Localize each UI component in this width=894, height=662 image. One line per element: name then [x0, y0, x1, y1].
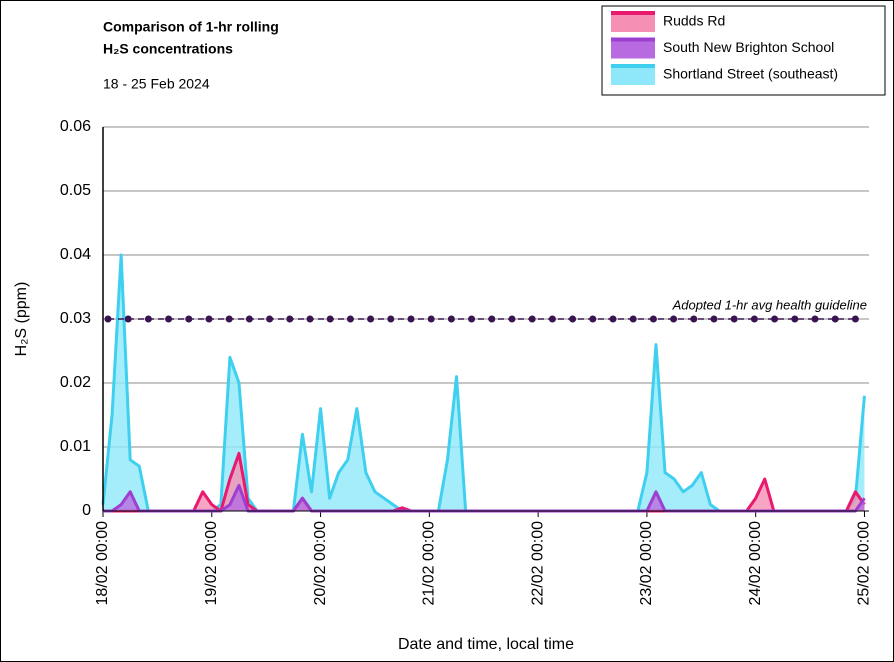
guideline-marker	[528, 315, 536, 323]
guideline-marker	[447, 315, 455, 323]
title-line: H₂S concentrations	[103, 41, 233, 57]
guideline-marker	[144, 315, 152, 323]
guideline-marker	[690, 315, 698, 323]
title-line: Comparison of 1-hr rolling	[103, 19, 279, 35]
guideline-marker	[367, 315, 375, 323]
x-tick-label: 21/02 00:00	[421, 521, 438, 606]
guideline-marker	[629, 315, 637, 323]
guideline-marker	[851, 315, 859, 323]
guideline-marker	[346, 315, 354, 323]
guideline-marker	[205, 315, 213, 323]
legend-swatch	[611, 65, 655, 85]
guideline-label: Adopted 1-hr avg health guideline	[672, 297, 867, 312]
legend-swatch	[611, 38, 655, 59]
guideline-marker	[811, 315, 819, 323]
y-tick-label: 0.04	[60, 246, 91, 263]
x-tick-label: 23/02 00:00	[638, 521, 655, 606]
x-tick-label: 20/02 00:00	[312, 521, 329, 606]
x-tick-label: 19/02 00:00	[203, 521, 220, 606]
guideline-marker	[710, 315, 718, 323]
guideline-marker	[104, 315, 112, 323]
guideline-marker	[589, 315, 597, 323]
y-tick-label: 0.06	[60, 118, 91, 135]
guideline-marker	[569, 315, 577, 323]
legend-label: Rudds Rd	[663, 13, 725, 29]
x-axis-label: Date and time, local time	[398, 636, 574, 653]
guideline-marker	[508, 315, 516, 323]
guideline-marker	[609, 315, 617, 323]
guideline-marker	[670, 315, 678, 323]
legend-label: Shortland Street (southeast)	[663, 66, 838, 82]
guideline-marker	[185, 315, 193, 323]
y-tick-label: 0	[82, 502, 91, 519]
guideline-marker	[286, 315, 294, 323]
legend-swatch	[611, 12, 655, 32]
x-tick-label: 22/02 00:00	[529, 521, 546, 606]
guideline-marker	[165, 315, 173, 323]
guideline-marker	[306, 315, 314, 323]
subtitle: 18 - 25 Feb 2024	[103, 76, 210, 92]
guideline-marker	[225, 315, 233, 323]
guideline-marker	[387, 315, 395, 323]
guideline-marker	[468, 315, 476, 323]
x-tick-label: 18/02 00:00	[94, 521, 111, 606]
guideline-marker	[750, 315, 758, 323]
guideline-marker	[548, 315, 556, 323]
y-axis-label: H₂S (ppm)	[13, 282, 30, 357]
y-tick-label: 0.01	[60, 438, 91, 455]
guideline-marker	[831, 315, 839, 323]
guideline-marker	[407, 315, 415, 323]
guideline-marker	[791, 315, 799, 323]
guideline-marker	[326, 315, 334, 323]
guideline-marker	[488, 315, 496, 323]
x-tick-label: 24/02 00:00	[747, 521, 764, 606]
y-tick-label: 0.05	[60, 182, 91, 199]
y-tick-label: 0.03	[60, 310, 91, 327]
x-tick-label: 25/02 00:00	[856, 521, 873, 606]
guideline-marker	[245, 315, 253, 323]
guideline-marker	[266, 315, 274, 323]
legend-label: South New Brighton School	[663, 39, 834, 55]
guideline-marker	[730, 315, 738, 323]
guideline-marker	[649, 315, 657, 323]
y-tick-label: 0.02	[60, 374, 91, 391]
guideline-marker	[427, 315, 435, 323]
guideline-marker	[771, 315, 779, 323]
guideline-marker	[124, 315, 132, 323]
